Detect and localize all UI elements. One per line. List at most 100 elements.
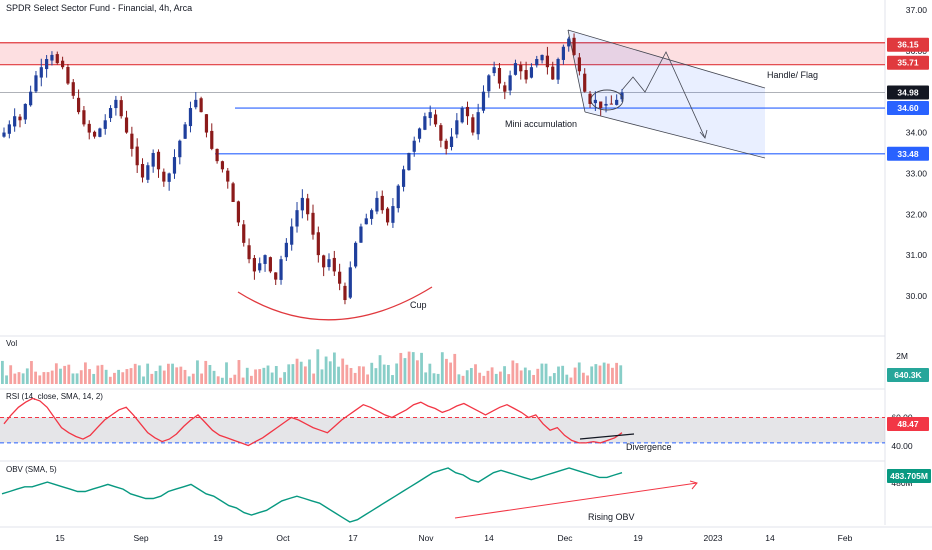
volume-bar [499,371,502,384]
candle-body [29,91,33,106]
volume-bar [337,366,340,384]
candle-body [561,46,565,60]
candle-body [178,140,182,158]
volume-bar [212,370,216,384]
volume-bar [30,361,33,384]
candle-body [300,197,304,211]
volume-bar [38,375,42,384]
candle-body [359,226,363,243]
candle-body [423,116,427,130]
time-axis-tick: 14 [765,533,775,543]
volume-bar [34,371,37,384]
candle-body [604,103,608,106]
candle-body [263,255,267,264]
volume-bar [606,363,610,384]
volume-bar [270,372,274,384]
candle-body [407,152,411,171]
rsi-line [3,397,623,447]
time-axis-tick: 15 [55,533,65,543]
time-axis-tick: 19 [213,533,223,543]
candle-body [247,245,251,260]
candle-body [252,258,256,272]
candle-body [572,37,576,55]
price-badge-current_price [887,85,929,100]
candle-body [87,123,91,133]
candle-body [449,136,454,147]
candle-body [76,97,81,113]
volume-bar [519,370,523,384]
volume-bar [5,375,8,384]
price-axis-tick: 34.00 [906,128,928,138]
volume-bar [353,372,357,384]
time-axis-tick: Oct [276,533,290,543]
candle-body [135,146,139,166]
candle-body [343,285,347,301]
candle-body [220,161,225,170]
volume-bar [63,365,67,384]
annotation-mini-accumulation: Mini accumulation [505,119,577,129]
volume-bar [482,375,486,384]
time-axis-tick: Feb [838,533,853,543]
obv-last-label: 483.705M [890,471,928,481]
volume-bar [146,363,150,384]
volume-bar [258,369,262,384]
volume-bar [279,377,282,384]
volume-bar [67,364,71,384]
candle-body [391,206,395,223]
volume-bar [507,374,511,384]
volume-bar [21,373,25,384]
candle-body [194,99,198,108]
candle-body [124,117,129,133]
volume-bar [167,363,170,384]
candle-body [66,66,70,84]
volume-bar [312,373,316,384]
volume-bar [75,373,79,384]
price-badge-resistance_upper [887,37,929,52]
volume-bar [316,349,320,384]
volume-bar [88,369,91,384]
volume-bar [573,367,577,384]
volume-bar [121,372,125,384]
candle-body [242,224,246,243]
annotation-handle-flag: Handle/ Flag [767,70,818,80]
rsi-band [0,417,885,443]
candle-body [156,151,161,170]
candle-body [204,114,209,133]
price-badge-label-support_2: 33.48 [897,149,919,159]
candle-body [167,173,171,182]
candle-body [551,66,555,80]
volume-bar [503,366,506,384]
volume-bar [237,360,241,384]
volume-bar [582,372,585,384]
candle-body [71,82,75,96]
flag-channel-fill [568,30,765,158]
volume-axis-tick: 2M [896,351,908,361]
candle-body [61,60,65,68]
volume-bar [577,362,581,384]
candle-body [322,255,326,268]
volume-bar [183,369,187,384]
volume-bar [50,370,54,384]
volume-bar [92,373,96,384]
rsi-axis-tick-40: 40.00 [891,441,913,451]
price-badge-resistance_lower [887,55,929,70]
candle-body [593,99,597,104]
candle-body [567,38,571,47]
candle-body [455,120,459,135]
flag-channel-bottom [584,111,766,159]
candle-body [327,259,331,268]
obv-last-badge [887,469,931,483]
volume-bar [71,373,75,384]
candle-body [577,57,581,72]
candle-body [45,59,49,70]
volume-bar [46,372,50,384]
volume-bar [511,360,515,384]
volume-bar [104,369,108,384]
volume-bar [420,352,423,384]
rsi-pane-label: RSI (14, close, SMA, 14, 2) [6,392,103,401]
volume-bar [565,374,569,384]
volume-bar [287,364,291,384]
volume-bar [204,360,208,384]
